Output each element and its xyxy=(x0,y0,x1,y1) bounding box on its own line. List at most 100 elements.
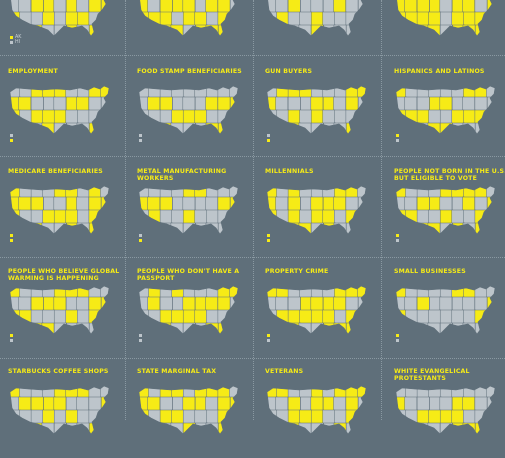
state xyxy=(30,409,44,424)
state xyxy=(439,196,453,211)
state xyxy=(65,86,79,98)
map-title: PEOPLE NOT BORN IN THE U.S. BUT ELIGIBLE… xyxy=(394,168,505,182)
state-highlighted xyxy=(310,96,324,111)
state xyxy=(182,222,196,234)
state xyxy=(357,196,366,211)
state xyxy=(310,186,324,198)
state-highlighted xyxy=(159,409,173,424)
state xyxy=(463,209,476,224)
hawaii-square xyxy=(396,139,399,142)
state-highlighted xyxy=(345,309,359,324)
state xyxy=(345,0,359,13)
state xyxy=(404,322,418,334)
state xyxy=(100,409,109,424)
state-highlighted xyxy=(463,86,476,98)
state-highlighted xyxy=(147,396,161,411)
map-tile: SMALL BUSINESSES xyxy=(394,268,505,358)
state-highlighted xyxy=(41,122,55,134)
us-outline xyxy=(9,285,110,335)
hawaii-square xyxy=(10,339,13,342)
state-highlighted xyxy=(99,422,109,434)
map-tile: MEDICARE BENEFICIARIES xyxy=(8,168,120,258)
map-tile: PROPERTY CRIME xyxy=(265,268,377,358)
state xyxy=(287,386,301,398)
state xyxy=(474,396,488,411)
state-highlighted xyxy=(30,86,44,98)
state-highlighted xyxy=(99,222,109,234)
state-highlighted xyxy=(41,322,55,334)
state xyxy=(100,209,109,224)
state-highlighted xyxy=(463,286,476,298)
state xyxy=(275,396,289,411)
state-highlighted xyxy=(182,186,196,198)
state xyxy=(439,422,453,434)
state xyxy=(206,11,219,26)
state-highlighted xyxy=(171,286,185,298)
alaska-square xyxy=(267,134,270,137)
us-outline xyxy=(9,85,110,135)
state-highlighted xyxy=(217,386,231,398)
state-highlighted xyxy=(267,186,278,198)
state xyxy=(474,0,488,13)
state-highlighted xyxy=(10,209,21,224)
state xyxy=(139,286,150,298)
state-highlighted xyxy=(139,386,150,398)
state xyxy=(30,96,44,111)
state xyxy=(194,409,208,424)
state xyxy=(10,422,22,434)
state-highlighted xyxy=(396,286,407,298)
us-map xyxy=(266,385,367,435)
state-highlighted xyxy=(310,209,324,224)
state-highlighted xyxy=(287,0,301,13)
hawaii-square xyxy=(396,339,399,342)
state-highlighted xyxy=(88,309,102,324)
state-highlighted xyxy=(171,109,185,124)
state-highlighted xyxy=(310,11,324,26)
state-highlighted xyxy=(357,209,366,224)
state xyxy=(322,11,336,26)
state-highlighted xyxy=(333,0,346,13)
state-highlighted xyxy=(217,11,231,26)
state-highlighted xyxy=(474,209,488,224)
state-highlighted xyxy=(194,109,208,124)
state xyxy=(310,222,324,234)
state-highlighted xyxy=(229,396,238,411)
state-highlighted xyxy=(53,286,67,298)
state xyxy=(333,396,346,411)
us-map xyxy=(9,185,110,235)
state xyxy=(206,186,219,198)
state-highlighted xyxy=(148,286,161,298)
state-highlighted xyxy=(100,196,109,211)
state xyxy=(100,96,109,111)
state-highlighted xyxy=(299,86,313,98)
state xyxy=(182,409,196,424)
state xyxy=(267,11,278,26)
state xyxy=(148,386,161,398)
state xyxy=(439,286,453,298)
state xyxy=(267,309,278,324)
state xyxy=(76,0,89,13)
state xyxy=(147,0,161,13)
hi-label: HI xyxy=(15,40,21,45)
state xyxy=(404,96,418,111)
state-highlighted xyxy=(462,0,475,13)
state xyxy=(182,386,196,398)
state-highlighted xyxy=(451,109,465,124)
map-tile: PEOPLE NOT BORN IN THE U.S. BUT ELIGIBLE… xyxy=(394,168,505,258)
state xyxy=(228,222,238,234)
state xyxy=(405,286,418,298)
state xyxy=(42,186,56,198)
state xyxy=(206,209,219,224)
state-highlighted xyxy=(416,11,430,26)
state xyxy=(416,386,430,398)
state xyxy=(217,209,231,224)
state xyxy=(88,11,102,26)
state-highlighted xyxy=(147,422,161,434)
us-map xyxy=(10,0,109,37)
map-tile: FOOD STAMP BENEFICIARIES xyxy=(137,68,249,158)
us-map xyxy=(395,185,496,235)
state-highlighted xyxy=(474,109,488,124)
state xyxy=(76,296,89,311)
state-highlighted xyxy=(53,86,67,98)
state xyxy=(451,209,465,224)
